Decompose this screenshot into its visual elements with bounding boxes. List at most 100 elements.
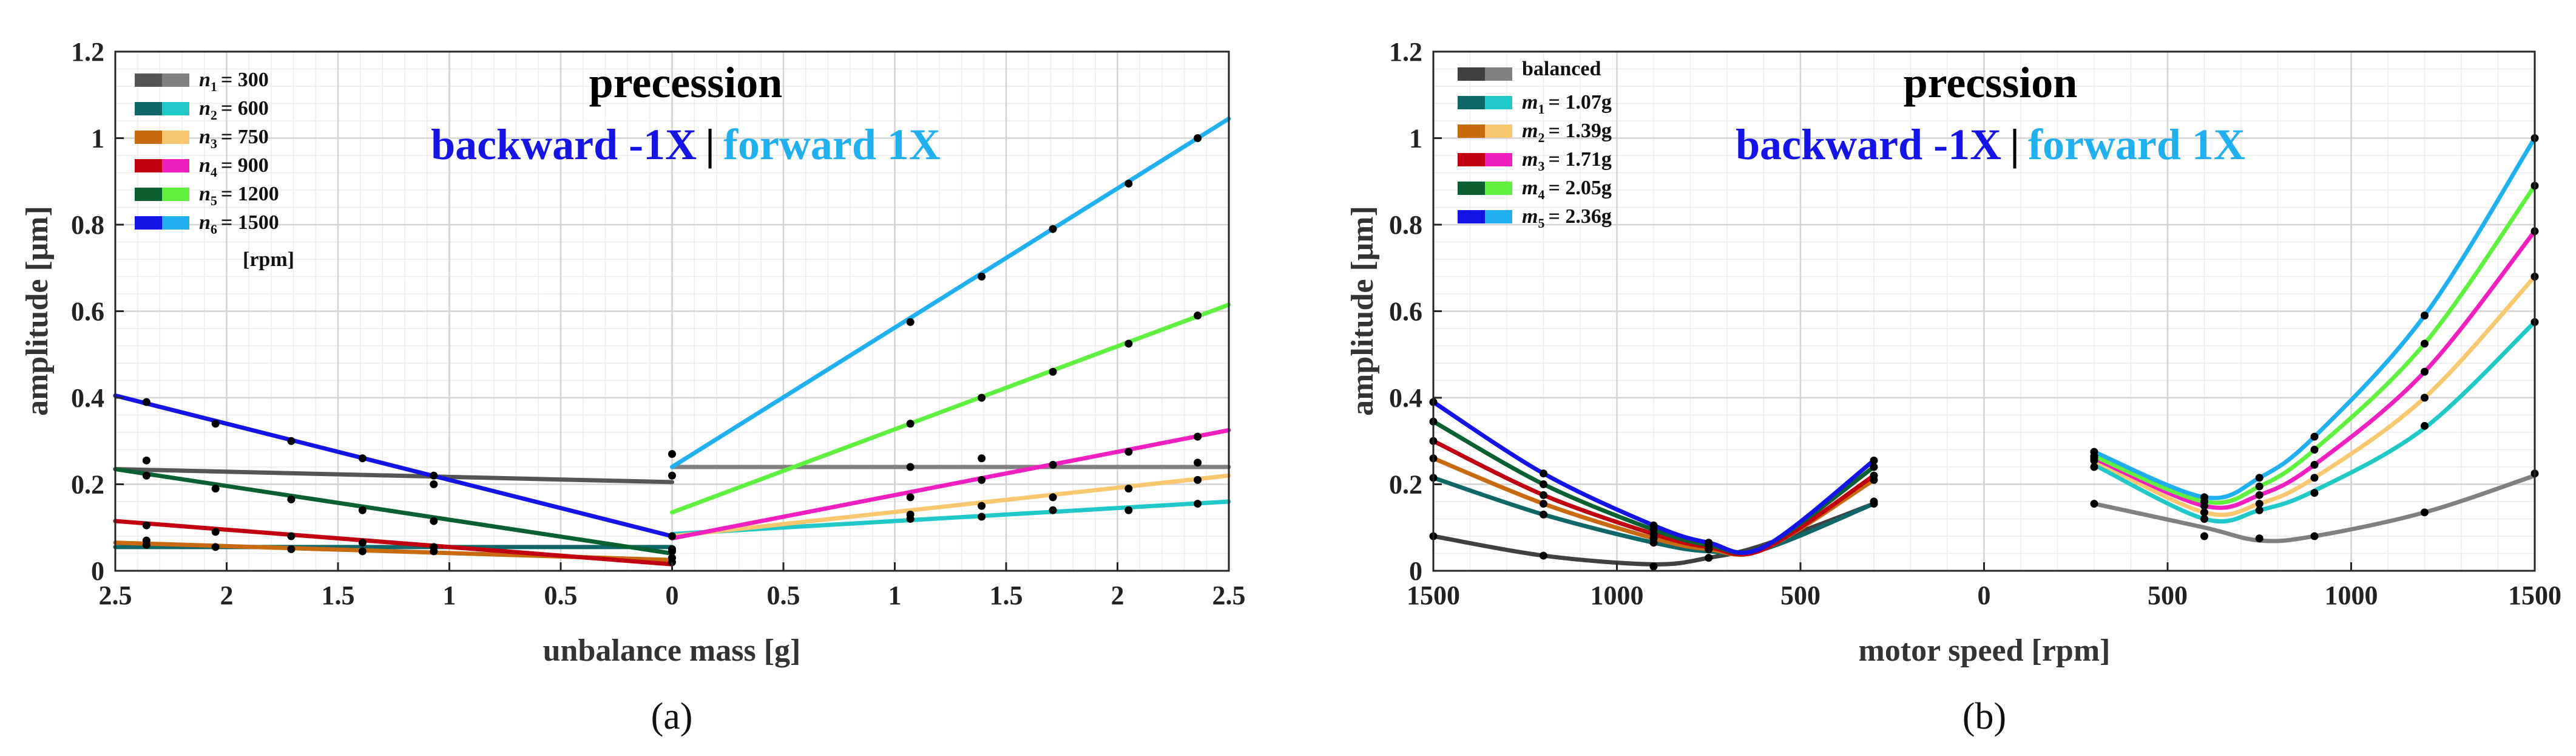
svg-text:m5= 2.36g: m5 = 2.36g <box>1522 205 1612 231</box>
data-point <box>358 454 367 463</box>
legend-b: balanced m1 = 1.07g m2 = 1.39g m3 = 1.71g m <box>1458 58 1612 231</box>
svg-text:balanced: balanced <box>1522 58 1601 80</box>
svg-text:n4= 900: n4 = 900 <box>199 154 269 180</box>
chart-b-subtitle: backward -1X | forward 1X <box>1736 120 2245 169</box>
data-point <box>1705 554 1713 562</box>
series-6-forward-line <box>2092 136 2537 500</box>
data-point <box>2421 312 2429 320</box>
legend-a-item-3: n3 = 750 <box>135 126 269 151</box>
legend-a-item-4: n4 = 900 <box>135 154 269 180</box>
y-ticks-a: 0 0.2 0.4 0.6 0.8 1 1.2 <box>71 37 124 586</box>
legend-a-swatch-fwd-3 <box>162 131 189 144</box>
chart-a-subtitle-backward: backward -1X <box>431 120 697 169</box>
x-tick-label: 2.5 <box>1212 581 1246 610</box>
legend-b-value-2: = 1.07g <box>1548 91 1611 114</box>
legend-a-sub-4: 4 <box>211 165 217 180</box>
data-point <box>1049 367 1057 376</box>
data-point <box>1870 456 1878 465</box>
data-point <box>2421 367 2429 376</box>
legend-a-sub-3: 3 <box>211 136 217 151</box>
legend-b-sym-6: m <box>1522 205 1538 228</box>
data-point <box>2090 448 2098 456</box>
legend-a-sub-1: 1 <box>211 79 217 94</box>
data-point <box>1540 491 1547 499</box>
series-5-forward-line <box>670 302 1231 515</box>
legend-a-swatch-back-2 <box>135 102 162 115</box>
data-point <box>430 471 438 480</box>
series-5-forward-line <box>2092 183 2537 505</box>
data-point <box>978 475 986 484</box>
legend-a-sym-3: n <box>199 126 211 148</box>
legend-a-swatch-back-4 <box>135 159 162 172</box>
data-point <box>906 493 914 502</box>
data-point <box>1540 469 1547 478</box>
legend-b-value-5: = 2.05g <box>1548 177 1611 199</box>
x-tick-label: 0 <box>1978 581 1991 610</box>
data-point <box>2090 500 2098 508</box>
legend-a-item-5: n5 = 1200 <box>135 183 279 208</box>
data-point <box>142 471 150 480</box>
data-point <box>2255 506 2263 514</box>
chart-a-title: precession <box>589 58 783 107</box>
series-2-forward-line <box>670 499 1231 536</box>
data-point <box>1540 551 1547 560</box>
data-point <box>1049 225 1057 233</box>
legend-a-sym-2: n <box>199 97 211 120</box>
legend-a-item-2: n2 = 600 <box>135 97 269 123</box>
legend-a-swatch-fwd-1 <box>162 73 189 87</box>
series-5-backward-line <box>113 467 674 556</box>
y-tick-label: 1.2 <box>71 37 104 67</box>
series-4-forward-line <box>670 427 1231 541</box>
data-point <box>1870 471 1878 480</box>
legend-a-swatch-back-6 <box>135 216 162 230</box>
chart-a-subtitle: backward -1X | forward 1X <box>431 120 941 169</box>
legend-a-value-6: = 1500 <box>221 211 279 234</box>
data-point <box>2421 421 2429 430</box>
series-lines-a <box>113 116 1231 567</box>
data-point <box>1049 493 1057 502</box>
data-point <box>1540 480 1547 488</box>
data-point <box>978 502 986 510</box>
x-tick-label: 0.5 <box>767 581 800 610</box>
series-4-backward-line <box>113 519 674 567</box>
chart-b-subtitle-forward: forward 1X <box>2028 120 2245 169</box>
legend-b-sym-4: m <box>1522 148 1538 171</box>
legend-a-swatch-fwd-4 <box>162 159 189 172</box>
series-lines-b <box>1431 136 2537 567</box>
x-tick-label: 1000 <box>1591 581 1644 610</box>
legend-a-sym-6: n <box>199 211 211 234</box>
data-point <box>906 510 914 519</box>
series-1-backward-line <box>113 467 674 485</box>
data-point <box>978 513 986 521</box>
data-point <box>2255 474 2263 482</box>
series-1-forward-line <box>2092 473 2537 543</box>
data-point <box>211 420 220 428</box>
series-4-backward-line <box>1431 438 1876 557</box>
data-point <box>2255 534 2263 543</box>
data-point <box>978 454 986 463</box>
legend-a-swatch-back-1 <box>135 73 162 87</box>
y-tick-label: 0.6 <box>1389 297 1422 327</box>
x-tick-label: 1000 <box>2325 581 2378 610</box>
legend-a-value-5: = 1200 <box>221 183 279 205</box>
data-point <box>668 547 676 556</box>
chart-a-subtitle-forward: forward 1X <box>723 120 941 169</box>
svg-text:n5= 1200: n5 = 1200 <box>199 183 279 208</box>
legend-a-item-1: n1 = 300 <box>135 69 269 94</box>
svg-text:m1= 1.07g: m1 = 1.07g <box>1522 91 1612 117</box>
x-axis-label-b: motor speed [rpm] <box>1859 633 2111 668</box>
data-point <box>2421 393 2429 402</box>
y-tick-label: 0.2 <box>1389 470 1422 500</box>
y-tick-label: 0.8 <box>71 210 104 240</box>
chart-b-title: precssion <box>1904 58 2078 107</box>
data-point <box>358 547 367 556</box>
data-point <box>1649 521 1658 530</box>
y-axis-label-a: amplitude [μm] <box>20 206 55 416</box>
data-point <box>2200 515 2208 523</box>
x-tick-label: 500 <box>1780 581 1820 610</box>
svg-text:n6= 1500: n6 = 1500 <box>199 211 279 237</box>
data-point <box>2200 532 2208 540</box>
data-point <box>1124 506 1133 514</box>
data-point <box>906 318 914 326</box>
